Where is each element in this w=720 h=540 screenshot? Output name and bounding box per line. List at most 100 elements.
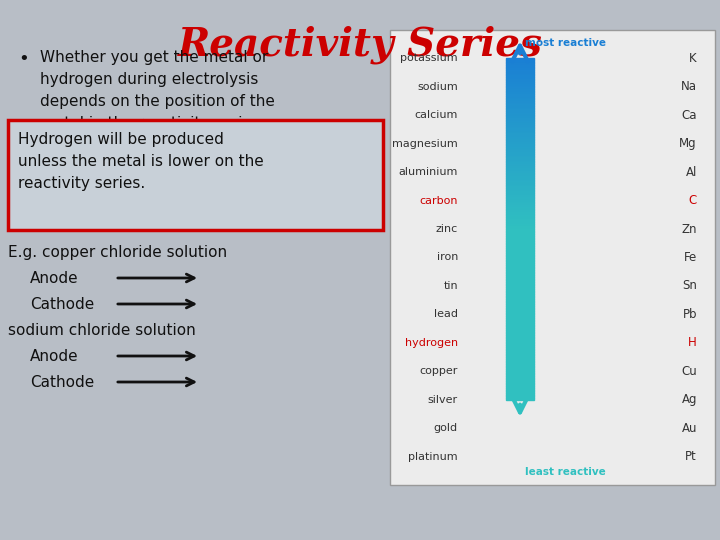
- Bar: [506, 364, 534, 366]
- Text: C: C: [689, 194, 697, 207]
- Bar: [506, 258, 534, 260]
- Bar: [506, 361, 534, 362]
- Text: Na: Na: [681, 80, 697, 93]
- Text: least reactive: least reactive: [525, 467, 606, 477]
- Bar: [506, 144, 534, 145]
- Bar: [506, 335, 534, 336]
- Text: potassium: potassium: [400, 53, 458, 63]
- Text: aluminium: aluminium: [399, 167, 458, 177]
- Bar: [506, 171, 534, 173]
- Bar: [506, 377, 534, 379]
- Bar: [506, 73, 534, 75]
- Bar: [506, 63, 534, 65]
- Text: magnesium: magnesium: [392, 139, 458, 148]
- Text: Pb: Pb: [683, 308, 697, 321]
- Bar: [506, 178, 534, 179]
- Bar: [506, 229, 534, 231]
- Bar: [506, 65, 534, 67]
- Bar: [506, 362, 534, 364]
- Text: Mg: Mg: [680, 137, 697, 150]
- Bar: [506, 249, 534, 251]
- Bar: [506, 256, 534, 258]
- Bar: [506, 248, 534, 249]
- Bar: [506, 306, 534, 308]
- Bar: [506, 268, 534, 270]
- Bar: [506, 238, 534, 239]
- Text: sodium chloride solution: sodium chloride solution: [8, 323, 196, 338]
- Text: Ag: Ag: [682, 393, 697, 406]
- Bar: [506, 176, 534, 178]
- Bar: [506, 241, 534, 242]
- Text: Anode: Anode: [30, 349, 78, 364]
- Bar: [506, 227, 534, 229]
- Bar: [506, 330, 534, 332]
- Bar: [506, 239, 534, 241]
- Bar: [506, 167, 534, 169]
- Bar: [506, 260, 534, 261]
- Bar: [506, 147, 534, 149]
- Bar: [506, 79, 534, 80]
- Bar: [506, 58, 534, 60]
- Bar: [506, 215, 534, 217]
- Bar: [506, 148, 534, 151]
- Bar: [506, 224, 534, 226]
- Text: Cathode: Cathode: [30, 297, 94, 312]
- Bar: [506, 359, 534, 361]
- Text: depends on the position of the: depends on the position of the: [40, 94, 275, 109]
- Bar: [506, 161, 534, 163]
- Bar: [506, 251, 534, 253]
- Bar: [506, 104, 534, 106]
- Bar: [506, 354, 534, 355]
- Bar: [506, 336, 534, 339]
- Bar: [506, 126, 534, 129]
- Bar: [506, 232, 534, 234]
- Bar: [506, 188, 534, 190]
- Text: Sn: Sn: [682, 280, 697, 293]
- Bar: [506, 318, 534, 320]
- Bar: [506, 253, 534, 255]
- Text: Whether you get the metal or: Whether you get the metal or: [40, 50, 269, 65]
- Bar: [506, 108, 534, 110]
- Bar: [506, 309, 534, 311]
- Bar: [506, 371, 534, 373]
- Bar: [506, 261, 534, 263]
- Text: calcium: calcium: [415, 110, 458, 120]
- Bar: [506, 87, 534, 89]
- Bar: [506, 173, 534, 174]
- Bar: [506, 193, 534, 195]
- Text: E.g. copper chloride solution: E.g. copper chloride solution: [8, 245, 227, 260]
- Bar: [506, 392, 534, 393]
- Bar: [390, 30, 715, 485]
- Text: unless the metal is lower on the: unless the metal is lower on the: [18, 154, 264, 169]
- Bar: [506, 302, 534, 304]
- Bar: [506, 366, 534, 367]
- Bar: [506, 328, 534, 330]
- Bar: [506, 231, 534, 232]
- Bar: [506, 321, 534, 323]
- Bar: [506, 75, 534, 77]
- Text: Au: Au: [682, 422, 697, 435]
- Bar: [506, 395, 534, 396]
- Bar: [506, 151, 534, 152]
- Text: zinc: zinc: [436, 224, 458, 234]
- Bar: [506, 386, 534, 388]
- Bar: [506, 313, 534, 314]
- Bar: [506, 308, 534, 309]
- Bar: [506, 183, 534, 185]
- Bar: [506, 242, 534, 245]
- Bar: [506, 142, 534, 144]
- Bar: [506, 340, 534, 342]
- Bar: [506, 219, 534, 220]
- Bar: [506, 350, 534, 352]
- Text: metal in the reactivity series:: metal in the reactivity series:: [40, 116, 265, 131]
- Bar: [506, 129, 534, 130]
- Bar: [506, 200, 534, 202]
- Bar: [506, 85, 534, 87]
- Bar: [506, 159, 534, 161]
- Bar: [506, 84, 534, 85]
- Bar: [506, 384, 534, 386]
- Bar: [506, 265, 534, 267]
- Bar: [506, 292, 534, 294]
- Bar: [506, 345, 534, 347]
- Bar: [506, 214, 534, 215]
